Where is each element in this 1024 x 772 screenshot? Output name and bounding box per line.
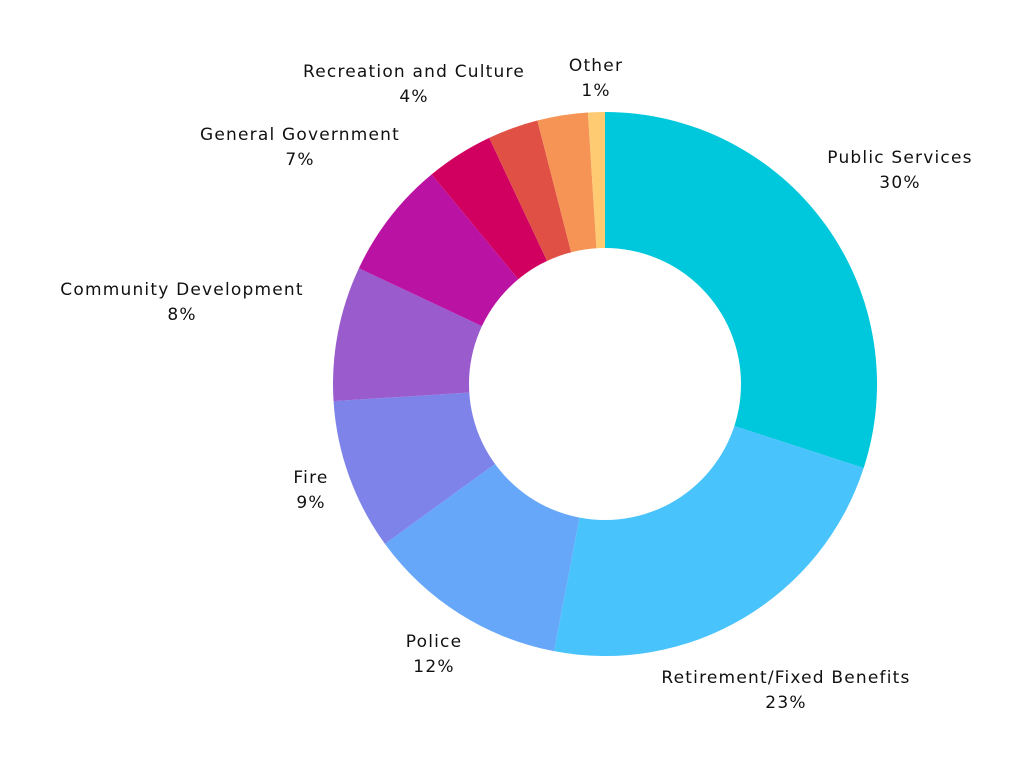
label-community-development: Community Development [60, 280, 303, 300]
value-label-public-services: 30% [879, 173, 920, 193]
value-label-fire: 9% [296, 493, 325, 513]
value-label-general-government: 7% [285, 150, 314, 170]
label-public-services: Public Services [827, 148, 972, 168]
value-label-police: 12% [413, 657, 454, 677]
label-recreation-and-culture: Recreation and Culture [303, 62, 525, 82]
value-label-community-development: 8% [167, 305, 196, 325]
label-general-government: General Government [200, 125, 400, 145]
value-label-recreation-and-culture: 4% [399, 87, 428, 107]
label-police: Police [406, 632, 463, 652]
donut-hole [469, 248, 741, 520]
value-label-other: 1% [581, 81, 610, 101]
label-other: Other [569, 56, 623, 76]
label-fire: Fire [293, 468, 328, 488]
label-retirement-fixed-benefits: Retirement/Fixed Benefits [661, 668, 910, 688]
labels-group: Public Services 30% Retirement/Fixed Benef… [60, 56, 972, 713]
value-label-retirement-fixed-benefits: 23% [765, 693, 806, 713]
